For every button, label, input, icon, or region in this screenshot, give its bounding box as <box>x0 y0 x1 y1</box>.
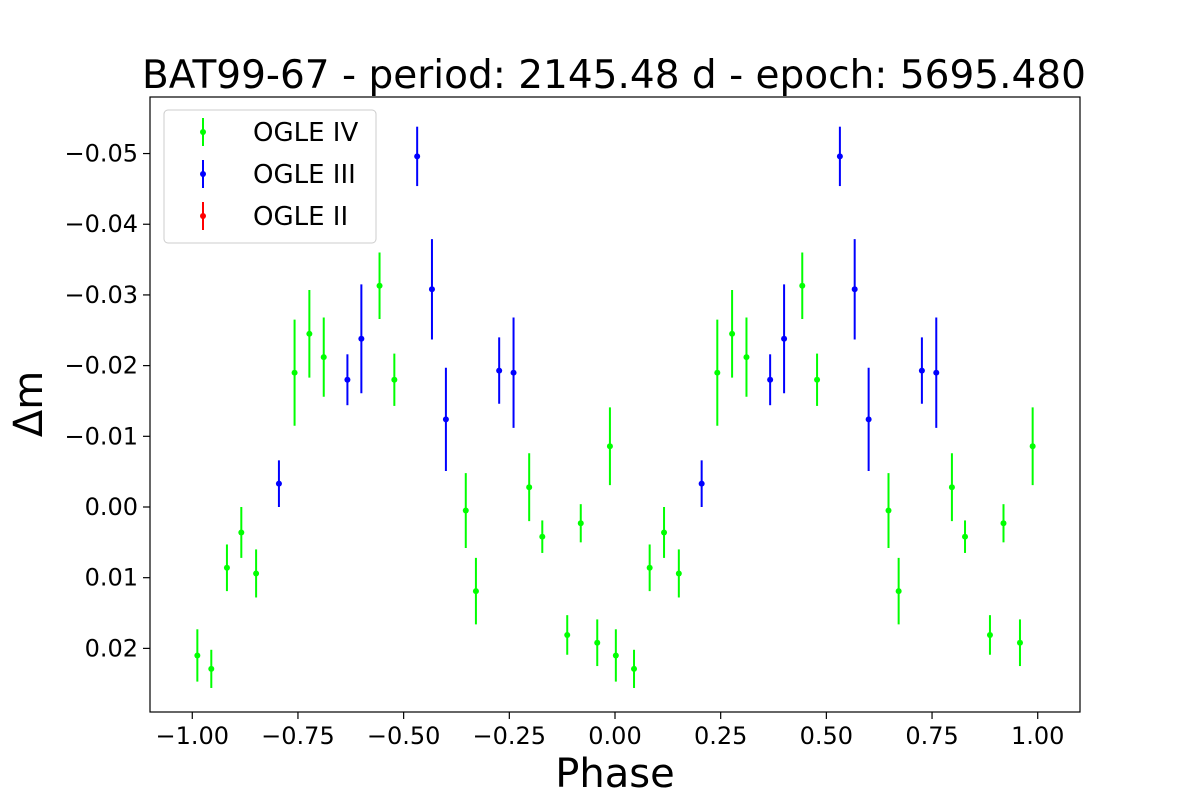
chart-title: BAT99-67 - period: 2145.48 d - epoch: 56… <box>142 53 1086 98</box>
data-point <box>948 484 955 491</box>
data-point <box>814 376 821 383</box>
y-tick-label: 0.02 <box>85 634 138 662</box>
x-tick-label: 0.00 <box>588 722 641 750</box>
y-tick-label: 0.00 <box>85 493 138 521</box>
data-point <box>428 286 435 293</box>
data-point <box>194 652 201 659</box>
data-point <box>781 335 788 342</box>
legend: OGLE IV OGLE III OGLE II <box>163 109 377 244</box>
data-point <box>291 369 298 376</box>
data-point <box>631 665 638 672</box>
data-point <box>885 507 892 514</box>
data-point <box>414 153 421 160</box>
data-point <box>675 570 682 577</box>
data-point <box>986 631 993 638</box>
data-point <box>594 639 601 646</box>
data-point <box>510 369 517 376</box>
data-point <box>918 367 925 374</box>
data-point <box>376 282 383 289</box>
data-point <box>1016 639 1023 646</box>
x-tick-label: 0.75 <box>905 722 958 750</box>
x-tick-label: −0.75 <box>261 722 335 750</box>
data-point <box>306 330 313 337</box>
data-point <box>962 533 969 540</box>
y-tick-label: −0.01 <box>64 422 138 450</box>
legend-label: OGLE IV <box>253 118 358 148</box>
y-tick-label: −0.05 <box>64 140 138 168</box>
data-point <box>1000 520 1007 527</box>
legend-label: OGLE III <box>253 160 356 190</box>
data-point <box>320 354 327 361</box>
series-ogle-iii <box>275 126 940 507</box>
legend-marker-dot <box>200 129 206 135</box>
series-ogle-iv <box>194 252 1036 688</box>
data-point <box>729 330 736 337</box>
legend-marker-dot <box>200 171 206 177</box>
data-point <box>344 376 351 383</box>
data-point <box>714 369 721 376</box>
data-point <box>539 533 546 540</box>
x-tick-label: 1.00 <box>1011 722 1064 750</box>
y-tick-label: −0.03 <box>64 281 138 309</box>
legend-marker-dot <box>200 213 206 219</box>
x-tick-label: −1.00 <box>155 722 229 750</box>
x-tick-label: 0.50 <box>800 722 853 750</box>
data-point <box>933 369 940 376</box>
data-point <box>646 564 653 571</box>
data-point <box>275 480 282 487</box>
data-point <box>836 153 843 160</box>
data-point <box>698 480 705 487</box>
legend-box <box>163 109 377 244</box>
x-tick-label: −0.50 <box>367 722 441 750</box>
data-point <box>238 529 245 536</box>
data-point <box>391 376 398 383</box>
data-point <box>526 484 533 491</box>
data-point <box>661 529 668 536</box>
data-point <box>612 652 619 659</box>
data-point <box>851 286 858 293</box>
y-tick-label: −0.04 <box>64 210 138 238</box>
y-tick-label: 0.01 <box>85 564 138 592</box>
x-axis-ticks: −1.00 −0.75 −0.50 −0.25 0.00 0.25 0.50 0.75 1.00 <box>155 712 1064 750</box>
data-point <box>358 335 365 342</box>
data-point <box>253 570 260 577</box>
data-point <box>462 507 469 514</box>
data-point <box>865 416 872 423</box>
y-tick-label: −0.02 <box>64 352 138 380</box>
data-point <box>799 282 806 289</box>
data-point <box>767 376 774 383</box>
y-axis-title: Δm <box>6 371 52 437</box>
y-axis-ticks: −0.05 −0.04 −0.03 −0.02 −0.01 0.00 0.01 0.02 <box>64 140 150 662</box>
data-point <box>208 665 215 672</box>
x-axis-title: Phase <box>555 751 674 797</box>
data-point <box>223 564 230 571</box>
data-point <box>564 631 571 638</box>
data-point <box>496 367 503 374</box>
x-tick-label: −0.25 <box>473 722 547 750</box>
data-point <box>472 588 479 595</box>
data-point <box>743 354 750 361</box>
x-tick-label: 0.25 <box>694 722 747 750</box>
data-point <box>442 416 449 423</box>
legend-label: OGLE II <box>253 202 348 232</box>
plot-marks <box>194 126 1036 688</box>
data-point <box>1029 443 1036 450</box>
data-point <box>577 520 584 527</box>
data-point <box>606 443 613 450</box>
data-point <box>895 588 902 595</box>
